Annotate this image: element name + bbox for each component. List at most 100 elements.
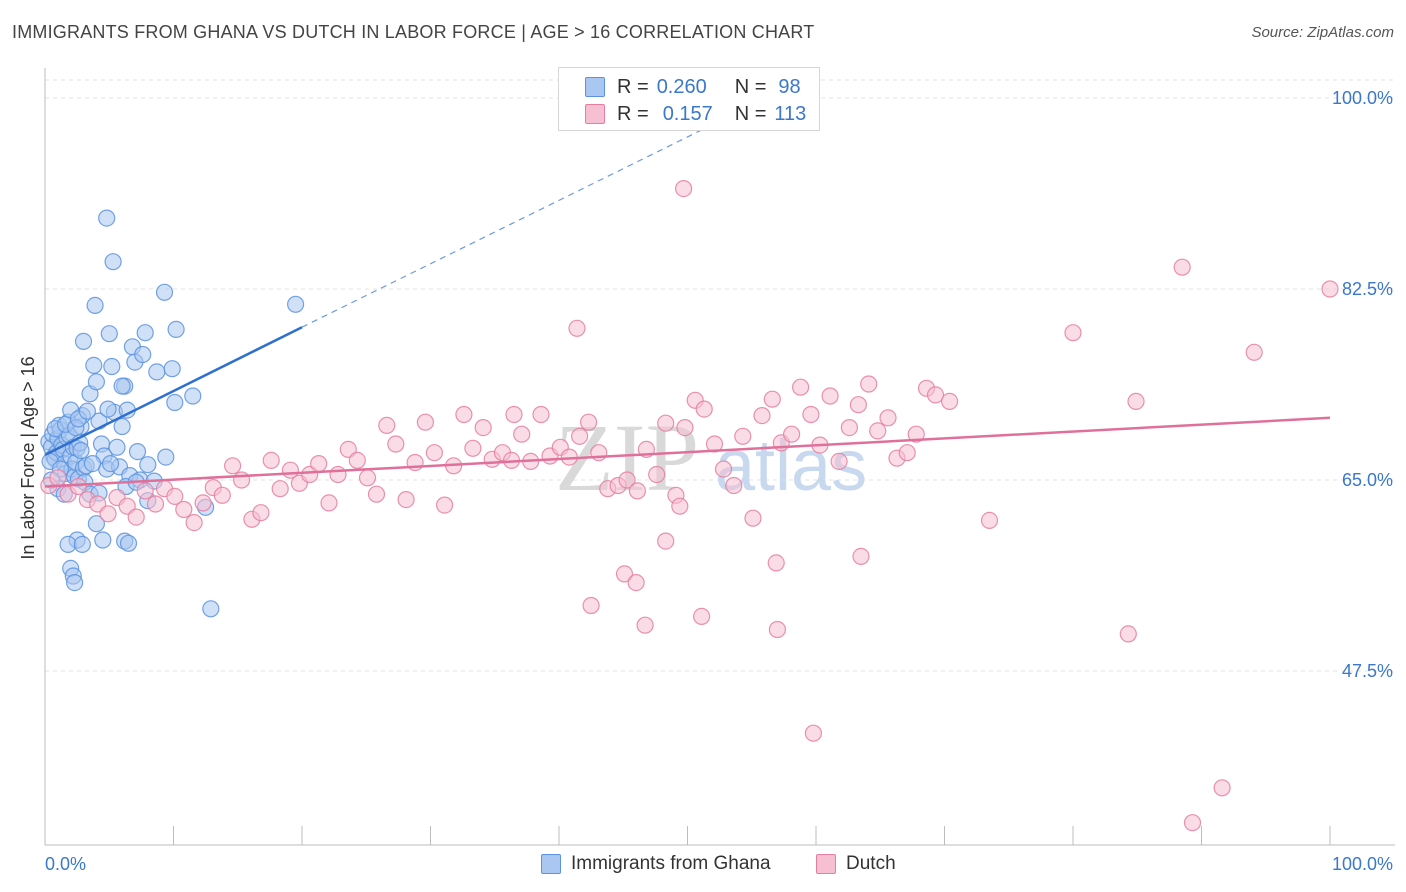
ghana-point [166,393,184,412]
dutch-point [579,413,598,431]
dutch-point [320,494,338,512]
dutch-point [49,469,67,487]
dutch-point [657,532,675,550]
dutch-point [175,500,193,519]
dutch-point [1321,280,1339,298]
dutch-point [615,565,634,583]
ghana-point [139,456,157,474]
legend-item-ghana: Immigrants from Ghana [541,851,771,877]
y-tick-label: 100.0% [1332,88,1393,108]
dutch-point [744,509,762,527]
dutch-point [628,482,647,500]
y-tick-label: 65.0% [1342,470,1393,490]
dutch-point [233,471,251,489]
x-tick-label-left: 0.0% [45,854,86,874]
ghana-point [155,283,174,301]
dutch-point [1064,324,1082,342]
dutch-point [940,392,959,410]
r-value: 0.260 [656,75,707,98]
y-tick-label: 47.5% [1342,661,1393,681]
ghana-point [65,573,84,592]
dutch-point [804,724,823,742]
dutch-point [763,390,781,408]
axes [44,68,1395,846]
ghana-point [163,360,181,378]
dutch-point [213,486,231,504]
ghana-point [73,535,91,554]
ghana-point [103,357,121,376]
dutch-point [532,405,550,424]
dutch-point [513,425,531,443]
ghana-trend-extension [301,92,778,328]
dutch-point [1245,343,1263,361]
dutch-point [618,471,636,489]
ghana-swatch [585,77,605,97]
legend-item-dutch: Dutch [816,851,896,877]
dutch-point [768,620,787,639]
dutch-legend-label: Dutch [846,853,896,874]
dutch-point [898,444,916,462]
ghana-point [100,325,118,343]
ghana-point [99,400,117,418]
dutch-point [657,414,675,432]
ghana-point [94,531,112,549]
dutch-point [852,547,870,566]
dutch-point [436,496,454,514]
dutch-point [339,440,357,458]
dutch-point [1119,625,1137,643]
legend-row-dutch: R = 0.157 N = 113 [585,102,806,126]
ghana-point [83,455,102,473]
dutch-legend-swatch [816,854,836,874]
dutch-point [166,487,184,505]
ghana-point [86,296,104,314]
chart-title: IMMIGRANTS FROM GHANA VS DUTCH IN LABOR … [12,22,815,42]
dutch-point [464,439,482,457]
dutch-point [185,513,203,532]
dutch-point [695,400,713,418]
ghana-point [104,253,122,271]
ghana-point [101,455,120,473]
dutch-point [674,180,693,198]
dutch-point [830,452,848,470]
dutch-point [926,386,945,404]
dutch-point [329,465,347,484]
ghana-point [113,417,131,436]
dutch-point [692,607,711,626]
dutch-point [782,425,801,443]
y-axis-title: In Labor Force | Age > 16 [18,356,38,559]
ghana-point [72,441,90,460]
dutch-point [69,477,88,496]
ghana-point [98,209,116,227]
ghana-point [157,448,175,466]
dutch-point [860,375,878,393]
dutch-point [397,491,415,509]
dutch-point [869,422,887,440]
dutch-point [767,554,785,572]
r-label: R = [617,102,649,125]
ghana-point [184,387,202,405]
dutch-point [310,455,328,473]
ghana-legend-swatch [541,854,561,874]
ghana-point [202,600,220,618]
ghana-legend-label: Immigrants from Ghana [571,853,771,874]
gridlines [45,79,1395,672]
ghana-trend-line [44,326,303,457]
n-value: 98 [778,75,801,98]
r-label: R = [617,75,649,98]
ghana-point [85,356,103,374]
n-label: N = [734,75,767,98]
dutch-point [568,319,586,337]
ghana-point [134,345,152,364]
ghana-point [119,534,138,552]
correlation-legend: R = 0.260 N = 98 R = 0.157 N = 113 [558,67,820,131]
n-value: 113 [774,102,807,125]
dutch-point [907,425,925,443]
dutch-point [714,460,733,478]
dutch-point [378,416,396,434]
dutch-point [753,407,771,425]
dutch-point [367,485,386,503]
dutch-point [791,378,810,396]
dutch-point [582,596,600,615]
legend-row-ghana: R = 0.260 N = 98 [585,75,801,99]
